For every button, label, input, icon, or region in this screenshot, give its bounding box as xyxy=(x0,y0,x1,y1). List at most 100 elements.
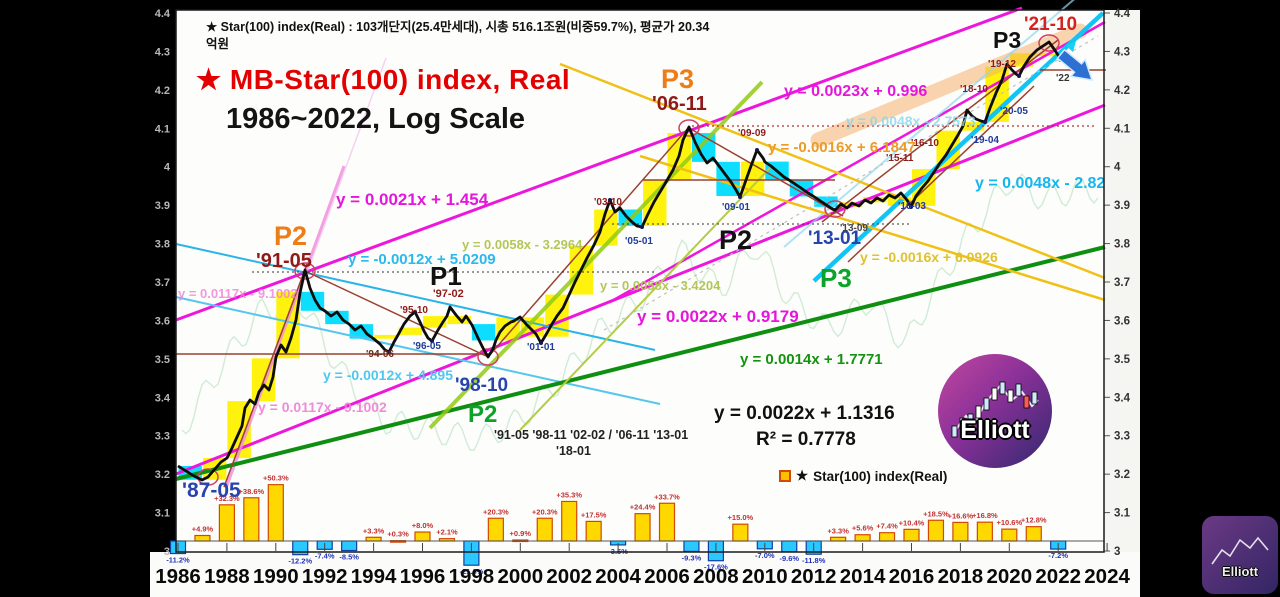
axis-label-y-left: 4.3 xyxy=(155,46,170,58)
bar-value-label: -21.6% xyxy=(460,567,484,576)
small-cyan-arrow-icon xyxy=(1066,41,1076,52)
annual-return-bar xyxy=(585,520,602,542)
pivot-label: '97-02 xyxy=(433,288,464,300)
regression-r2: R² = 0.7778 xyxy=(756,429,856,450)
date-label: '22 xyxy=(1056,73,1070,84)
header-stats-line1: ★ Star(100) index(Real) : 103개단지(25.4만세대… xyxy=(206,20,710,34)
year-label: 2024 xyxy=(1084,565,1130,588)
equation-label: y = 0.0022x + 0.9179 xyxy=(637,307,799,326)
trend-line-chartreuse-2 xyxy=(519,167,771,431)
axis-label-y-right: 4.3 xyxy=(1114,46,1130,58)
bar-value-label: +20.3% xyxy=(532,507,558,516)
trend-line-steep-ext xyxy=(299,57,387,293)
bar-value-label: +17.5% xyxy=(581,510,607,519)
bar-value-label: +20.3% xyxy=(483,507,509,516)
down-arrow-icon xyxy=(1056,48,1094,81)
pivot-circle xyxy=(1038,34,1060,52)
pivot-label: P1 xyxy=(430,261,462,291)
pivot-label: P2 xyxy=(719,225,752,255)
page-subtitle: 1986~2022, Log Scale xyxy=(226,103,526,135)
date-label: '95-10 xyxy=(400,305,428,316)
year-label: 2002 xyxy=(546,565,592,588)
axis-label-y-left: 4 xyxy=(164,162,171,174)
year-label: 1986 xyxy=(155,565,201,588)
bar-value-label: +7.4% xyxy=(876,522,898,531)
bar-value-label: -11.8% xyxy=(802,556,826,565)
bar-value-label: +35.3% xyxy=(556,490,582,499)
bar-value-label: +5.6% xyxy=(852,524,874,533)
pivot-label: '13-01 xyxy=(808,228,862,249)
year-label: 2016 xyxy=(889,565,935,588)
price-dot xyxy=(539,341,543,345)
date-label: '20-05 xyxy=(1000,106,1028,117)
bar-value-label: -8.5% xyxy=(339,553,359,562)
annual-return-bar xyxy=(658,502,676,542)
right-axis-strip xyxy=(1104,10,1140,552)
price-dot xyxy=(738,195,742,199)
annual-return-bar xyxy=(878,532,896,542)
annual-return-bar xyxy=(536,517,553,542)
equation-label: y = 0.0048x - 2.7573 xyxy=(846,113,976,129)
bar-value-label: +38.6% xyxy=(239,487,265,496)
bar-value-label: +3.3% xyxy=(363,526,385,535)
equation-label: y = -0.0012x + 5.0209 xyxy=(348,251,496,268)
date-label: '18-10 xyxy=(960,84,988,95)
year-label: 2014 xyxy=(840,565,886,588)
year-label: 2010 xyxy=(742,565,788,588)
bar-value-label: +0.9% xyxy=(510,529,532,538)
bar-value-label: +8.0% xyxy=(412,521,434,530)
equation-label: y = -0.0016x + 6.0926 xyxy=(860,249,998,265)
pivot-label: '06-11 xyxy=(652,93,707,115)
axis-label-y-right: 3.3 xyxy=(1114,431,1130,443)
bar-value-label: -7.0% xyxy=(755,551,775,560)
axis-label-y-left: 3.7 xyxy=(155,277,170,289)
annual-return-bar xyxy=(683,540,700,553)
equation-label: y = 0.0021x + 1.454 xyxy=(336,190,489,209)
trend-line-channel-bottom xyxy=(175,103,1106,476)
pivot-label: P2 xyxy=(468,401,497,428)
header-stats: ★ Star(100) index(Real) : 103개단지(25.4만세대… xyxy=(206,19,766,53)
year-label: 2022 xyxy=(1035,565,1081,588)
year-label: 2012 xyxy=(791,565,837,588)
year-range-block xyxy=(814,196,838,207)
axis-label-y-right: 3.4 xyxy=(1114,392,1131,404)
trend-line-decline-4.895 xyxy=(175,296,661,405)
price-dot xyxy=(983,120,987,124)
equation-label: y = 0.0117x - 9.1002 xyxy=(178,286,298,301)
axis-label-y-left: 3.4 xyxy=(155,392,171,404)
axis-label-y-right: 3.8 xyxy=(1114,239,1131,251)
year-label: 2004 xyxy=(595,565,641,588)
trend-line-gold-1 xyxy=(559,62,1106,280)
year-label: 1998 xyxy=(449,565,495,588)
pivot-label: '13-09 xyxy=(840,223,868,234)
price-dot xyxy=(430,339,434,343)
legend-label: Star(100) index(Real) xyxy=(813,468,948,484)
year-range-block xyxy=(276,291,300,359)
annual-return-bar xyxy=(365,536,382,542)
pivot-circle xyxy=(824,200,846,218)
axis-label-y-right: 4.1 xyxy=(1114,123,1131,135)
date-label: '01-01 xyxy=(527,342,555,353)
date-label: '05-01 xyxy=(625,236,653,247)
date-label: '19-04 xyxy=(971,135,999,146)
annual-return-bar xyxy=(927,519,945,542)
trend-line-green-support xyxy=(175,245,1106,481)
bar-value-label: +50.3% xyxy=(263,474,289,483)
equation-label: y = 0.0058x - 3.4204 xyxy=(600,278,721,293)
date-label: '03-10 xyxy=(594,197,622,208)
year-label: 1990 xyxy=(253,565,299,588)
trend-line-dotted-gray-trend xyxy=(603,35,1099,331)
bar-value-label: +2.1% xyxy=(436,528,458,537)
bar-value-label: +18.5% xyxy=(923,509,949,518)
annual-return-bar xyxy=(487,517,504,542)
axis-label-y-right: 3.7 xyxy=(1114,277,1130,289)
axis-label-y-left: 4.2 xyxy=(155,85,170,97)
annual-return-bar xyxy=(781,540,798,553)
elliott-logo-text: Elliott xyxy=(960,416,1030,444)
annual-return-bar xyxy=(903,528,920,542)
date-label: '09-01 xyxy=(722,202,750,213)
year-label: 1994 xyxy=(351,565,397,588)
pivot-label: '98-10 xyxy=(455,375,508,396)
trend-line-p3-cyan-upper xyxy=(783,0,1075,248)
pivot-label: '91-05 xyxy=(256,250,312,272)
